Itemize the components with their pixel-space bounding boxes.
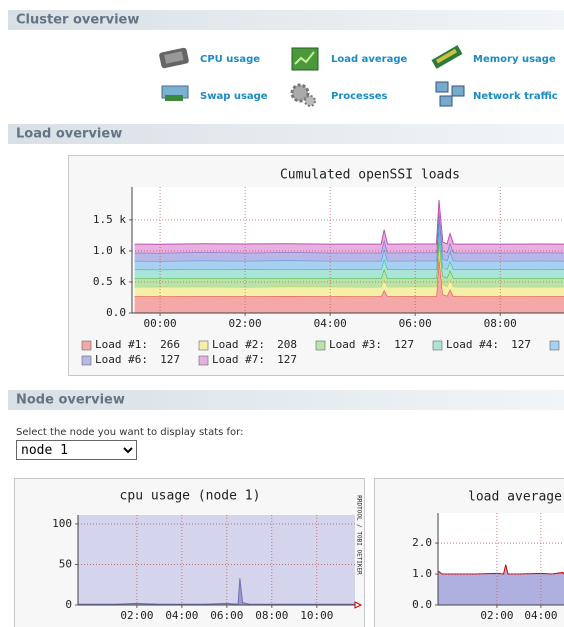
y-tick-label: 1.5 k bbox=[93, 213, 126, 226]
icon-swap[interactable] bbox=[161, 85, 189, 101]
legend-swatch bbox=[81, 340, 92, 351]
chart-title: Cumulated openSSI loads bbox=[280, 168, 460, 183]
select-prompt: Select the node you want to display stat… bbox=[16, 427, 243, 438]
side-label: RRDTOOL / TOBI OETIKER bbox=[356, 495, 363, 575]
x-tick-label: 00:00 bbox=[144, 317, 177, 330]
area bbox=[134, 228, 564, 279]
area-line bbox=[78, 578, 355, 605]
legend-swatch bbox=[198, 340, 209, 351]
y-tick-label: 100 bbox=[52, 517, 72, 530]
x-tick-label: 04:00 bbox=[524, 609, 557, 622]
nav-link[interactable]: Processes bbox=[331, 91, 388, 102]
y-tick-label: 1.0 k bbox=[93, 244, 126, 257]
legend-value: 127 bbox=[277, 353, 297, 366]
y-tick-label: 0 bbox=[65, 598, 72, 611]
node-select[interactable]: node 1 bbox=[16, 440, 137, 460]
section-bar bbox=[8, 124, 564, 144]
legend-label: Load #7: bbox=[212, 353, 265, 366]
legend-swatch bbox=[315, 340, 326, 351]
icon-load[interactable] bbox=[291, 47, 319, 71]
y-tick-label: 50 bbox=[59, 557, 72, 570]
y-tick-label: 2.0 bbox=[412, 536, 432, 549]
icon-memory[interactable] bbox=[431, 45, 463, 69]
legend-value: 266 bbox=[160, 338, 180, 351]
nav-link[interactable]: Network traffic bbox=[473, 91, 558, 102]
legend-label: Load #2: bbox=[212, 338, 265, 351]
x-tick-label: 02:00 bbox=[229, 317, 262, 330]
legend-value: 127 bbox=[511, 338, 531, 351]
section-title: Node overview bbox=[16, 393, 125, 408]
area bbox=[134, 257, 564, 313]
icon-cpu[interactable] bbox=[159, 47, 190, 69]
y-tick-label: 0.5 k bbox=[93, 275, 126, 288]
section-bar bbox=[8, 10, 564, 30]
section-title: Load overview bbox=[16, 127, 122, 142]
legend-swatch bbox=[432, 340, 443, 351]
y-tick-label: 1.0 bbox=[412, 567, 432, 580]
x-tick-label: 02:00 bbox=[480, 609, 513, 622]
legend-swatch bbox=[81, 355, 92, 366]
x-tick-label: 08:00 bbox=[255, 609, 288, 622]
y-tick-label: 0.0 bbox=[106, 306, 126, 319]
area bbox=[438, 564, 564, 605]
nav-link[interactable]: Memory usage bbox=[473, 54, 556, 65]
icon-processes[interactable] bbox=[290, 83, 316, 107]
icon-network[interactable] bbox=[435, 81, 465, 107]
legend-value: 127 bbox=[160, 353, 180, 366]
chart-title: cpu usage (node 1) bbox=[120, 489, 261, 504]
x-tick-label: 10:00 bbox=[300, 609, 333, 622]
legend-value: 208 bbox=[277, 338, 297, 351]
area bbox=[134, 200, 564, 253]
x-tick-label: 04:00 bbox=[314, 317, 347, 330]
section-title: Cluster overview bbox=[16, 13, 139, 28]
y-tick-label: 0.0 bbox=[412, 598, 432, 611]
legend-value: 127 bbox=[394, 338, 414, 351]
area-line bbox=[437, 564, 564, 575]
x-tick-label: 06:00 bbox=[210, 609, 243, 622]
x-tick-label: 08:00 bbox=[484, 317, 517, 330]
x-tick-label: 04:00 bbox=[165, 609, 198, 622]
x-tick-label: 06:00 bbox=[399, 317, 432, 330]
nav-link[interactable]: Load average bbox=[331, 54, 408, 65]
legend-label: Load #4: bbox=[446, 338, 499, 351]
area bbox=[134, 247, 564, 297]
legend-label: Load #3: bbox=[329, 338, 382, 351]
area-line bbox=[134, 199, 564, 245]
legend-label: Load #1: bbox=[95, 338, 148, 351]
x-tick-label: 02:00 bbox=[120, 609, 153, 622]
legend-label: Load #6: bbox=[95, 353, 148, 366]
axis-arrow bbox=[354, 601, 363, 609]
legend-swatch bbox=[198, 355, 209, 366]
legend-swatch bbox=[549, 340, 560, 351]
chart-title: load average bbox=[468, 490, 562, 505]
plot-area bbox=[78, 515, 355, 605]
nav-link[interactable]: Swap usage bbox=[200, 91, 268, 102]
section-bar bbox=[8, 390, 564, 410]
area bbox=[134, 210, 564, 261]
nav-link[interactable]: CPU usage bbox=[200, 54, 260, 65]
area bbox=[134, 219, 564, 270]
